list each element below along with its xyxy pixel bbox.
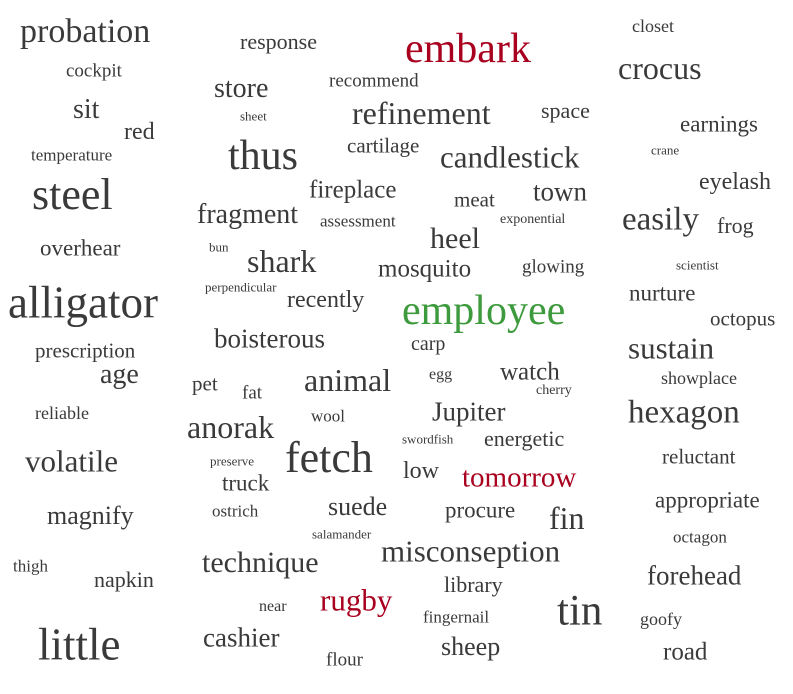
word-store: store — [214, 73, 269, 104]
word-fat: fat — [242, 382, 263, 404]
word-low: low — [403, 458, 439, 484]
word-egg: egg — [429, 366, 453, 383]
word-cartilage: cartilage — [347, 133, 420, 158]
word-fragment: fragment — [197, 199, 299, 230]
word-alligator: alligator — [8, 277, 158, 328]
word-sustain: sustain — [628, 330, 715, 366]
word-salamander: salamander — [312, 526, 372, 542]
word-energetic: energetic — [484, 426, 565, 451]
word-suede: suede — [328, 492, 388, 521]
word-sheep: sheep — [441, 632, 501, 661]
word-thus: thus — [228, 133, 299, 179]
word-closet: closet — [632, 16, 674, 36]
word-road: road — [663, 638, 708, 666]
word-exponential: exponential — [500, 212, 566, 227]
word-boisterous: boisterous — [214, 323, 325, 354]
word-overhear: overhear — [40, 235, 121, 261]
word-forehead: forehead — [647, 560, 742, 591]
word-bun: bun — [209, 239, 229, 255]
word-magnify: magnify — [47, 501, 134, 530]
word-recommend: recommend — [329, 70, 419, 92]
word-meat: meat — [454, 187, 495, 212]
word-employee: employee — [402, 288, 566, 334]
word-crane: crane — [651, 142, 680, 158]
word-cockpit: cockpit — [66, 60, 122, 82]
word-flour: flour — [326, 649, 363, 671]
word-swordfish: swordfish — [402, 431, 454, 447]
word-reliable: reliable — [35, 403, 89, 423]
word-fireplace: fireplace — [309, 176, 397, 204]
word-fin: fin — [549, 500, 585, 536]
word-procure: procure — [445, 497, 516, 523]
word-sheet: sheet — [240, 108, 267, 124]
word-octopus: octopus — [710, 306, 776, 331]
word-technique: technique — [202, 546, 319, 579]
word-preserve: preserve — [210, 453, 255, 469]
word-showplace: showplace — [661, 368, 737, 388]
word-candlestick: candlestick — [440, 139, 580, 175]
word-frog: frog — [717, 213, 754, 238]
word-temperature: temperature — [31, 145, 113, 165]
word-nurture: nurture — [629, 280, 696, 306]
word-sit: sit — [73, 94, 100, 125]
word-assessment: assessment — [320, 211, 396, 231]
word-anorak: anorak — [187, 409, 275, 445]
word-napkin: napkin — [94, 567, 154, 592]
word-misconseption: misconseption — [381, 533, 561, 569]
word-pet: pet — [192, 371, 218, 396]
word-prescription: prescription — [35, 338, 136, 363]
word-red: red — [124, 119, 155, 145]
word-watch: watch — [500, 358, 560, 386]
word-mosquito: mosquito — [378, 255, 472, 283]
word-thigh: thigh — [13, 556, 48, 576]
word-space: space — [541, 98, 590, 123]
word-Jupiter: Jupiter — [432, 396, 506, 427]
word-hexagon: hexagon — [628, 394, 740, 431]
word-heel: heel — [430, 222, 480, 255]
word-perpendicular: perpendicular — [205, 279, 277, 295]
word-fingernail: fingernail — [423, 607, 490, 627]
word-volatile: volatile — [25, 443, 118, 479]
word-refinement: refinement — [352, 95, 491, 131]
word-ostrich: ostrich — [212, 501, 259, 521]
word-embark: embark — [405, 26, 531, 72]
word-cashier: cashier — [203, 622, 280, 653]
word-wool: wool — [311, 406, 345, 426]
word-library: library — [444, 572, 503, 597]
word-age: age — [100, 359, 139, 390]
word-response: response — [240, 29, 317, 54]
word-rugby: rugby — [320, 582, 393, 618]
word-tomorrow: tomorrow — [462, 461, 577, 494]
word-little: little — [38, 619, 121, 670]
word-cherry: cherry — [536, 383, 572, 398]
word-crocus: crocus — [618, 50, 702, 86]
word-goofy: goofy — [640, 609, 682, 629]
word-truck: truck — [222, 470, 270, 496]
word-scientist: scientist — [676, 257, 719, 273]
word-near: near — [259, 598, 287, 615]
word-octagon: octagon — [673, 527, 727, 547]
word-probation: probation — [20, 13, 151, 50]
word-animal: animal — [304, 362, 392, 398]
word-shark: shark — [247, 243, 317, 279]
word-steel: steel — [32, 170, 113, 219]
word-earnings: earnings — [680, 111, 758, 137]
word-glowing: glowing — [522, 256, 585, 278]
word-town: town — [533, 176, 587, 207]
word-recently: recently — [287, 287, 365, 313]
word-carp: carp — [411, 333, 446, 355]
word-reluctant: reluctant — [662, 444, 736, 469]
word-tin: tin — [557, 587, 603, 635]
word-fetch: fetch — [285, 433, 373, 482]
word-easily: easily — [622, 201, 699, 238]
word-appropriate: appropriate — [655, 487, 760, 513]
word-eyelash: eyelash — [699, 169, 771, 195]
